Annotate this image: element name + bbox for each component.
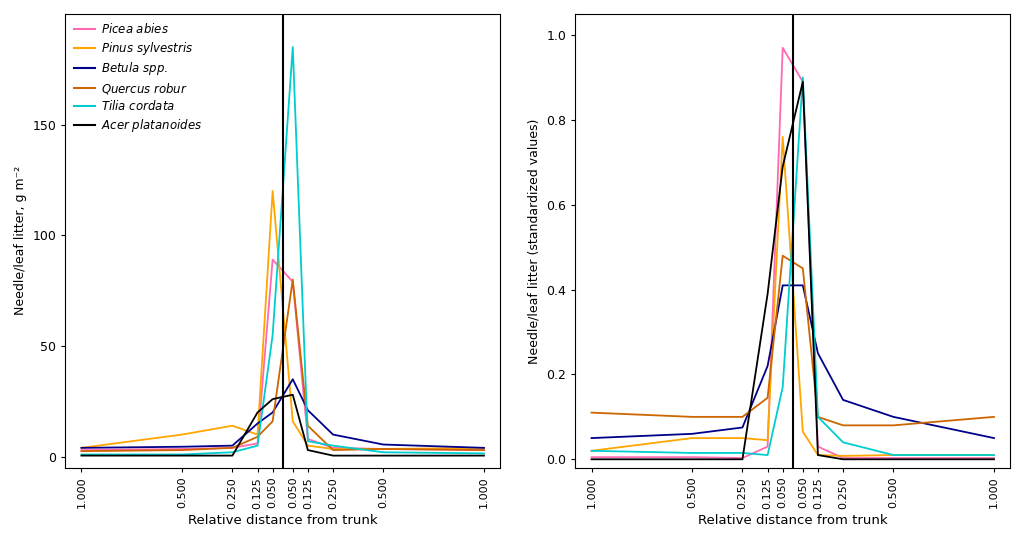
X-axis label: Relative distance from trunk: Relative distance from trunk xyxy=(187,514,378,527)
Legend: $\it{Picea}$ $\it{abies}$, $\it{Pinus}$ $\it{sylvestris}$, $\it{Betula}$ $\it{sp: $\it{Picea}$ $\it{abies}$, $\it{Pinus}$ … xyxy=(72,20,204,136)
Y-axis label: Needle/leaf litter, g m⁻²: Needle/leaf litter, g m⁻² xyxy=(14,166,27,315)
X-axis label: Relative distance from trunk: Relative distance from trunk xyxy=(698,514,888,527)
Y-axis label: Needle/leaf litter (standardized values): Needle/leaf litter (standardized values) xyxy=(527,118,541,364)
